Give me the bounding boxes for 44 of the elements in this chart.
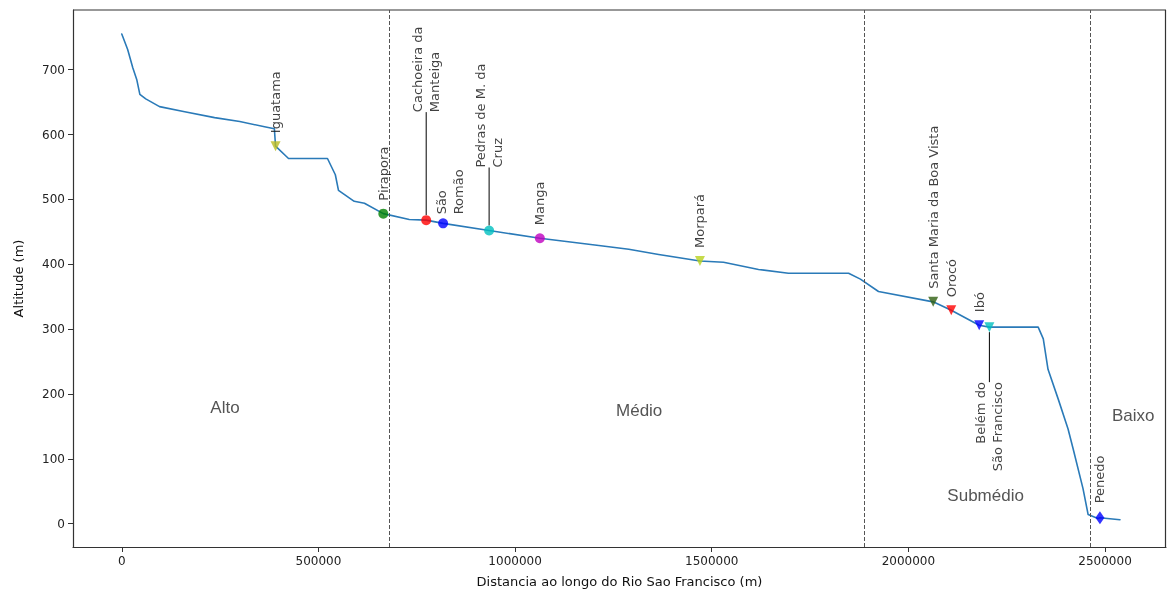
y-tick-label: 400 [42,257,65,272]
point [438,218,449,229]
point [928,296,939,307]
x-tick-label: 500000 [295,554,342,568]
point [946,305,957,316]
text: Santa Maria da Boa Vista [925,125,941,289]
y-tick-label: 200 [42,386,65,401]
x-tick-label: 2500000 [1078,554,1132,568]
point [534,233,545,244]
annotation: Alto [210,397,240,417]
point [270,141,281,152]
x-axis-title: Distancia ao longo do Rio Sao Francisco (m) [476,574,763,589]
point [694,255,705,266]
y-tick-label: 500 [42,192,65,207]
y-axis-title: Altitude (m) [11,239,26,318]
y-tick-label: 700 [42,62,65,77]
text: Manga [532,181,548,226]
point [984,322,995,333]
x-tick-label: 1000000 [488,554,542,568]
y-tick-label: 600 [42,127,65,142]
annotation: Submédio [947,486,1024,506]
text: Penedo [1092,455,1108,504]
text: Morpará [692,193,708,248]
point [1095,511,1105,525]
text: Orocó [943,258,959,298]
x-tick-label: 1500000 [685,554,739,568]
point [421,215,432,226]
text: Ibó [971,292,987,313]
text: Cachoeira da Manteiga [410,26,443,113]
y-tick-label: 100 [42,451,65,466]
text: Belém do São Francisco [973,382,1006,472]
annotation: Médio [616,400,663,420]
text: Pirapora [375,146,391,201]
text: São Romão [434,169,467,215]
y-tick-label: 0 [57,516,65,531]
text: Pedras de M. da Cruz [473,63,506,168]
point [378,208,389,219]
x-tick-label: 0 [117,554,126,568]
x-tick-label: 2000000 [881,554,936,568]
annotation: Baixo [1111,405,1155,425]
point [974,320,985,331]
text: Iguatama [268,71,284,134]
point [484,225,495,236]
y-tick-label: 300 [42,322,65,337]
